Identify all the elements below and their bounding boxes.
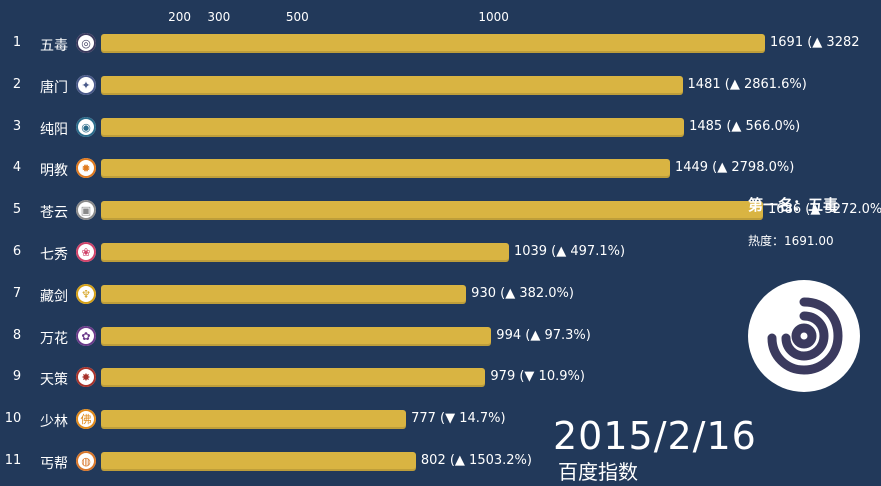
chart-row: 11 丐帮 ◍ 802 (▲ 1503.2%) xyxy=(0,449,881,475)
category-label: 纯阳 xyxy=(40,122,68,138)
gaibang-sect-icon: ◍ xyxy=(76,451,96,471)
chart-row: 7 藏剑 ♆ 930 (▲ 382.0%) xyxy=(0,282,881,308)
value-label: 777 (▼ 14.7%) xyxy=(411,411,506,426)
category-label: 苍云 xyxy=(40,205,68,221)
bar xyxy=(101,327,492,346)
rank-label: 10 xyxy=(4,411,22,426)
x-tick-label: 200 xyxy=(168,10,191,24)
leader-logo xyxy=(748,280,860,392)
value-label: 1481 (▲ 2861.6%) xyxy=(687,77,807,92)
value-label: 930 (▲ 382.0%) xyxy=(471,286,574,301)
bar xyxy=(101,243,509,262)
wudu-sect-icon xyxy=(767,297,843,375)
bar xyxy=(101,368,486,387)
bar xyxy=(101,159,670,178)
value-label: 994 (▲ 97.3%) xyxy=(496,328,591,343)
rank-label: 2 xyxy=(12,77,22,92)
rank-label: 7 xyxy=(12,286,22,301)
cangyun-sect-icon: ▣ xyxy=(76,200,96,220)
rank-label: 6 xyxy=(12,244,22,259)
tiance-sect-icon: ✸ xyxy=(76,367,96,387)
shaolin-sect-icon: 佛 xyxy=(76,409,96,429)
wanhua-sect-icon: ✿ xyxy=(76,326,96,346)
chart-row: 5 苍云 ▣ 1686 (▲ 3272.0%) xyxy=(0,198,881,224)
mingjiao-sect-icon: ✹ xyxy=(76,158,96,178)
rank-label: 5 xyxy=(12,202,22,217)
bar xyxy=(101,118,685,137)
chunyang-sect-icon: ◉ xyxy=(76,117,96,137)
category-label: 七秀 xyxy=(40,247,68,263)
value-label: 1039 (▲ 497.1%) xyxy=(513,244,626,259)
category-label: 明教 xyxy=(40,163,68,179)
bar xyxy=(101,34,765,53)
value-label: 1691 (▲ 3282 xyxy=(770,35,860,50)
category-label: 万花 xyxy=(40,331,68,347)
leader-heat: 热度：1691.00 xyxy=(748,234,834,248)
category-label: 唐门 xyxy=(40,80,68,96)
category-label: 丐帮 xyxy=(40,456,68,472)
chart-row: 10 少林佛 777 (▼ 14.7%) xyxy=(0,407,881,433)
subtitle-label: 百度指数 xyxy=(558,460,638,484)
category-label: 五毒 xyxy=(40,38,68,54)
rank-label: 1 xyxy=(12,35,22,50)
chart-row: 9 天策 ✸ 979 (▼ 10.9%) xyxy=(0,365,881,391)
value-label: 979 (▼ 10.9%) xyxy=(490,369,585,384)
category-label: 少林 xyxy=(40,414,68,430)
wudu-sect-icon: ◎ xyxy=(76,33,96,53)
chart-row: 3 纯阳 ◉ 1485 (▲ 566.0%) xyxy=(0,115,881,141)
value-label: 1449 (▲ 2798.0%) xyxy=(674,160,795,175)
rank-label: 4 xyxy=(12,160,22,175)
x-tick-label: 1000 xyxy=(478,10,509,24)
leader-title: 第一名：五毒 xyxy=(748,196,839,214)
x-tick-label: 300 xyxy=(207,10,231,24)
rank-label: 8 xyxy=(12,328,22,343)
chart-row: 1 五毒 ◎ 1691 (▲ 3282 xyxy=(0,31,881,57)
qixiu-sect-icon: ❀ xyxy=(76,242,96,262)
category-label: 藏剑 xyxy=(40,289,68,305)
tangmen-sect-icon: ✦ xyxy=(76,75,96,95)
category-label: 天策 xyxy=(40,372,68,388)
bar xyxy=(101,76,683,95)
rank-label: 11 xyxy=(4,453,22,468)
chart-row: 8 万花 ✿ 994 (▲ 97.3%) xyxy=(0,324,881,350)
bar xyxy=(101,285,467,304)
bar xyxy=(101,452,416,471)
value-label: 1485 (▲ 566.0%) xyxy=(689,119,801,134)
chart-row: 6 七秀 ❀ 1039 (▲ 497.1%) xyxy=(0,240,881,266)
rank-label: 9 xyxy=(12,369,22,384)
bar xyxy=(101,201,764,220)
chart-row: 2 唐门 ✦ 1481 (▲ 2861.6%) xyxy=(0,73,881,99)
x-tick-label: 500 xyxy=(285,10,309,24)
rank-label: 3 xyxy=(12,119,22,134)
date-label: 2015/2/16 xyxy=(553,414,757,458)
value-label: 802 (▲ 1503.2%) xyxy=(420,453,532,468)
bar xyxy=(101,410,407,429)
chart-row: 4 明教 ✹ 1449 (▲ 2798.0%) xyxy=(0,156,881,182)
value-label: 1686 (▲ 3272.0%) xyxy=(768,202,881,217)
cangjian-sect-icon: ♆ xyxy=(76,284,96,304)
